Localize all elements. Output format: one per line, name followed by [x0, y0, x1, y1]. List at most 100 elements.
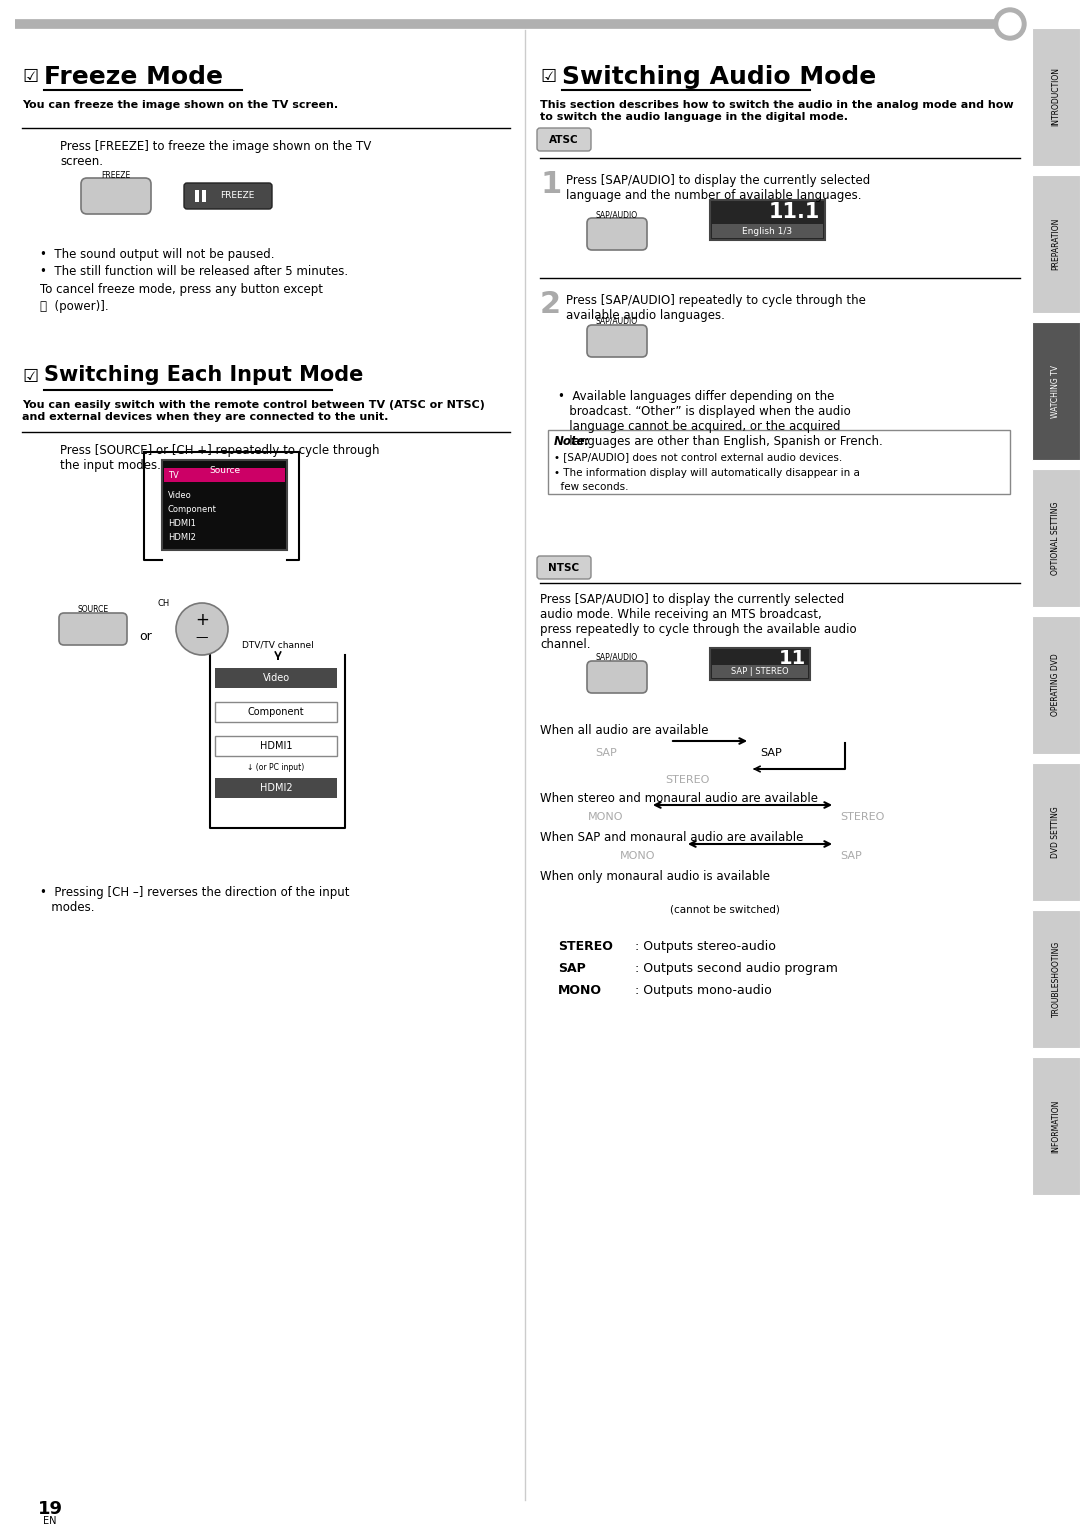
- Text: SOURCE: SOURCE: [78, 604, 109, 613]
- Text: WATCHING TV: WATCHING TV: [1052, 365, 1061, 418]
- Bar: [215, 778, 337, 798]
- Text: Press [SOURCE] or [CH +] repeatedly to cycle through
the input modes.: Press [SOURCE] or [CH +] repeatedly to c…: [60, 444, 379, 472]
- FancyBboxPatch shape: [184, 183, 272, 209]
- Text: Note:: Note:: [554, 435, 591, 449]
- Text: OPTIONAL SETTING: OPTIONAL SETTING: [1052, 502, 1061, 575]
- Bar: [202, 191, 206, 201]
- Text: • [SAP/AUDIO] does not control external audio devices.: • [SAP/AUDIO] does not control external …: [554, 452, 842, 462]
- Text: English 1/3: English 1/3: [742, 226, 792, 235]
- Text: (cannot be switched): (cannot be switched): [670, 905, 780, 916]
- Bar: [548, 430, 1010, 494]
- Circle shape: [176, 603, 228, 655]
- Text: Press [SAP/AUDIO] to display the currently selected
audio mode. While receiving : Press [SAP/AUDIO] to display the current…: [540, 594, 856, 652]
- Bar: [1032, 1058, 1080, 1195]
- FancyBboxPatch shape: [81, 179, 151, 214]
- Text: SAP/AUDIO: SAP/AUDIO: [596, 211, 638, 220]
- Text: •  The sound output will not be paused.: • The sound output will not be paused.: [40, 249, 274, 261]
- Text: HDMI2: HDMI2: [259, 783, 293, 794]
- FancyBboxPatch shape: [588, 218, 647, 250]
- Bar: [164, 468, 285, 482]
- Text: STEREO: STEREO: [558, 940, 612, 954]
- Text: MONO: MONO: [588, 812, 623, 823]
- Text: To cancel freeze mode, press any button except: To cancel freeze mode, press any button …: [40, 282, 323, 296]
- Bar: [1032, 909, 1080, 1048]
- Circle shape: [999, 14, 1021, 35]
- Text: •  Pressing [CH –] reverses the direction of the input
   modes.: • Pressing [CH –] reverses the direction…: [40, 887, 350, 914]
- Text: SAP: SAP: [840, 852, 862, 861]
- Text: : Outputs mono-audio: : Outputs mono-audio: [635, 984, 772, 996]
- Text: STEREO: STEREO: [840, 812, 885, 823]
- Text: Press [SAP/AUDIO] to display the currently selected
language and the number of a: Press [SAP/AUDIO] to display the current…: [566, 174, 870, 201]
- Text: DVD SETTING: DVD SETTING: [1052, 806, 1061, 858]
- Text: DTV/TV channel: DTV/TV channel: [242, 641, 314, 650]
- Text: Press [FREEZE] to freeze the image shown on the TV
screen.: Press [FREEZE] to freeze the image shown…: [60, 140, 372, 168]
- FancyBboxPatch shape: [59, 613, 127, 645]
- Text: When only monaural audio is available: When only monaural audio is available: [540, 870, 770, 884]
- Text: ☑: ☑: [22, 368, 38, 386]
- Text: •  Available languages differ depending on the
   broadcast. “Other” is displaye: • Available languages differ depending o…: [558, 391, 882, 449]
- Text: Component: Component: [247, 707, 305, 717]
- Text: Press [SAP/AUDIO] repeatedly to cycle through the
available audio languages.: Press [SAP/AUDIO] repeatedly to cycle th…: [566, 295, 866, 322]
- Text: few seconds.: few seconds.: [554, 482, 629, 491]
- Text: You can freeze the image shown on the TV screen.: You can freeze the image shown on the TV…: [22, 101, 338, 110]
- Text: 19: 19: [38, 1500, 63, 1518]
- Text: When stereo and monaural audio are available: When stereo and monaural audio are avail…: [540, 792, 818, 806]
- Bar: [1032, 468, 1080, 607]
- Text: • The information display will automatically disappear in a: • The information display will automatic…: [554, 468, 860, 478]
- Text: —: —: [195, 632, 208, 644]
- Text: MONO: MONO: [620, 852, 656, 861]
- Text: Video: Video: [168, 490, 192, 499]
- Bar: [710, 649, 810, 681]
- Text: 1: 1: [540, 169, 562, 198]
- Bar: [712, 224, 823, 238]
- Text: EN: EN: [43, 1515, 57, 1526]
- Text: Freeze Mode: Freeze Mode: [44, 66, 222, 89]
- Text: TV: TV: [168, 470, 179, 479]
- Text: 2: 2: [540, 290, 562, 319]
- Text: STEREO: STEREO: [665, 775, 710, 784]
- Text: Switching Audio Mode: Switching Audio Mode: [562, 66, 876, 89]
- Text: ⓨ  (power)].: ⓨ (power)].: [40, 301, 109, 313]
- Text: Video: Video: [262, 673, 289, 684]
- Circle shape: [994, 8, 1026, 40]
- Bar: [1032, 27, 1080, 166]
- Text: PREPARATION: PREPARATION: [1052, 218, 1061, 270]
- FancyBboxPatch shape: [537, 128, 591, 151]
- Bar: [215, 736, 337, 755]
- Text: : Outputs second audio program: : Outputs second audio program: [635, 961, 838, 975]
- Text: You can easily switch with the remote control between TV (ATSC or NTSC)
and exte: You can easily switch with the remote co…: [22, 400, 485, 421]
- Text: •  The still function will be released after 5 minutes.: • The still function will be released af…: [40, 266, 348, 278]
- Bar: [195, 191, 199, 201]
- Text: When all audio are available: When all audio are available: [540, 723, 708, 737]
- Text: HDMI1: HDMI1: [260, 742, 293, 751]
- Text: 11.1: 11.1: [769, 201, 820, 221]
- Text: +: +: [195, 610, 208, 629]
- Bar: [215, 702, 337, 722]
- Text: ↓ (or PC input): ↓ (or PC input): [247, 763, 305, 772]
- Text: HDMI1: HDMI1: [168, 519, 195, 528]
- Text: Component: Component: [168, 505, 217, 514]
- Text: SAP: SAP: [760, 748, 782, 758]
- Text: FREEZE: FREEZE: [102, 171, 131, 180]
- Bar: [1032, 322, 1080, 459]
- Text: SAP | STEREO: SAP | STEREO: [731, 667, 788, 676]
- Text: MONO: MONO: [558, 984, 602, 996]
- Text: This section describes how to switch the audio in the analog mode and how
to swi: This section describes how to switch the…: [540, 101, 1014, 122]
- Bar: [1032, 617, 1080, 754]
- Text: OPERATING DVD: OPERATING DVD: [1052, 653, 1061, 716]
- Text: Source: Source: [208, 465, 240, 475]
- FancyBboxPatch shape: [537, 555, 591, 578]
- Bar: [710, 200, 825, 240]
- Text: Switching Each Input Mode: Switching Each Input Mode: [44, 365, 363, 385]
- Bar: [712, 665, 808, 678]
- FancyBboxPatch shape: [588, 325, 647, 357]
- Bar: [1032, 763, 1080, 900]
- FancyBboxPatch shape: [588, 661, 647, 693]
- Text: CH: CH: [158, 600, 171, 607]
- Text: ATSC: ATSC: [550, 134, 579, 145]
- Text: or: or: [139, 630, 152, 642]
- Text: FREEZE: FREEZE: [220, 191, 254, 200]
- Text: ☑: ☑: [22, 69, 38, 85]
- Text: INFORMATION: INFORMATION: [1052, 1099, 1061, 1152]
- Bar: [162, 459, 287, 549]
